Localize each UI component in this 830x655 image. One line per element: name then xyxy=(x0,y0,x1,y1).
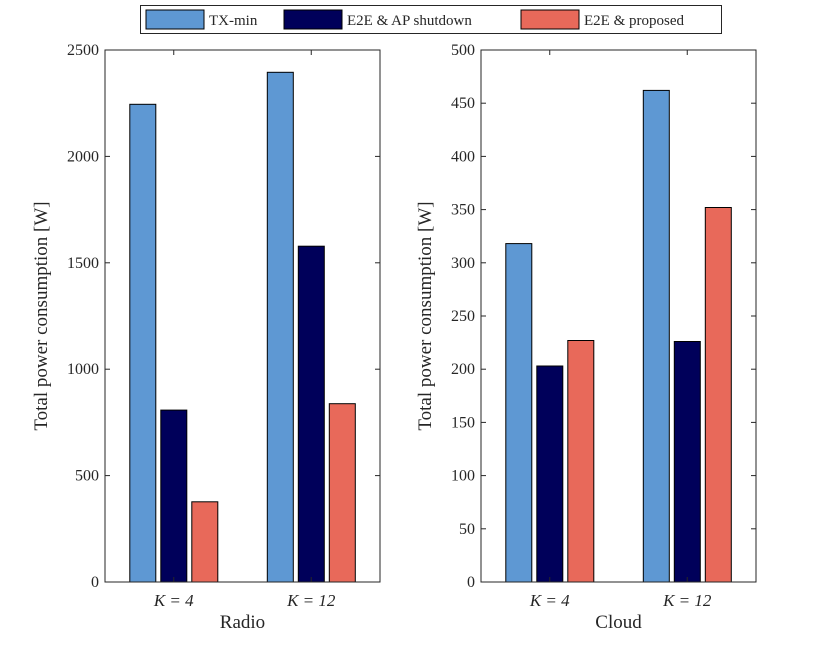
legend-swatch-e2e-proposed xyxy=(520,9,580,30)
xtick-label-cloud-1: K = 4 xyxy=(529,591,570,610)
bar-radio-tx-min-1 xyxy=(129,103,157,583)
bar-cloud-e2e-proposed-2 xyxy=(704,207,732,583)
bar-radio-e2e-proposed-1 xyxy=(191,501,219,583)
legend-label-e2e-ap-shutdown: E2E & AP shutdown xyxy=(347,13,472,29)
bar-cloud-e2e-ap-shutdown-1 xyxy=(536,365,564,583)
xtick-label-radio-2: K = 12 xyxy=(286,591,336,610)
xlabel-cloud: Cloud xyxy=(595,612,642,633)
legend-swatch-e2e-ap-shutdown xyxy=(283,9,343,30)
bar-cloud-e2e-proposed-1 xyxy=(567,340,595,583)
ylabel-cloud: Total power consumption [W] xyxy=(415,201,436,430)
ytick-label-cloud-8: 400 xyxy=(451,148,475,165)
bar-radio-e2e-ap-shutdown-1 xyxy=(160,409,188,583)
bar-radio-e2e-proposed-2 xyxy=(328,403,356,583)
legend-swatch-tx-min xyxy=(145,9,205,30)
chart-radio: 0 500 1000 1500 2000 2500 K = 4 K = 12 Radio Tota… xyxy=(31,42,381,633)
bar-radio-tx-min-2 xyxy=(266,71,294,583)
chart-cloud: 0 50 100 150 200 250 300 350 400 450 500 K = 4 K = 1… xyxy=(415,42,757,633)
ytick-label-radio-1: 500 xyxy=(75,468,99,485)
bar-cloud-tx-min-2 xyxy=(642,89,670,583)
xtick-label-cloud-2: K = 12 xyxy=(662,591,712,610)
legend: TX-min E2E & AP shutdown E2E & proposed xyxy=(140,5,722,34)
ytick-label-cloud-3: 150 xyxy=(451,414,475,431)
ytick-label-radio-0: 0 xyxy=(91,574,99,591)
ytick-label-cloud-10: 500 xyxy=(451,42,475,59)
ytick-label-cloud-9: 450 xyxy=(451,95,475,112)
ytick-label-radio-3: 1500 xyxy=(67,255,99,272)
axes-box-radio xyxy=(104,49,381,583)
ytick-label-cloud-5: 250 xyxy=(451,308,475,325)
ytick-label-cloud-4: 200 xyxy=(451,361,475,378)
bar-radio-e2e-ap-shutdown-2 xyxy=(297,245,325,583)
ytick-label-radio-2: 1000 xyxy=(67,361,99,378)
ytick-label-cloud-6: 300 xyxy=(451,255,475,272)
ytick-label-cloud-7: 350 xyxy=(451,202,475,219)
legend-box xyxy=(140,5,722,34)
ytick-label-radio-4: 2000 xyxy=(67,148,99,165)
xlabel-radio: Radio xyxy=(220,612,265,633)
ylabel-radio: Total power consumption [W] xyxy=(31,201,52,430)
xtick-label-radio-1: K = 4 xyxy=(153,591,194,610)
legend-label-tx-min: TX-min xyxy=(209,13,258,29)
bar-cloud-tx-min-1 xyxy=(505,243,533,583)
legend-label-e2e-proposed: E2E & proposed xyxy=(584,13,684,29)
ytick-label-cloud-2: 100 xyxy=(451,468,475,485)
ytick-label-radio-5: 2500 xyxy=(67,42,99,59)
ytick-label-cloud-0: 0 xyxy=(467,574,475,591)
bar-cloud-e2e-ap-shutdown-2 xyxy=(673,341,701,583)
ytick-label-cloud-1: 50 xyxy=(459,521,475,538)
